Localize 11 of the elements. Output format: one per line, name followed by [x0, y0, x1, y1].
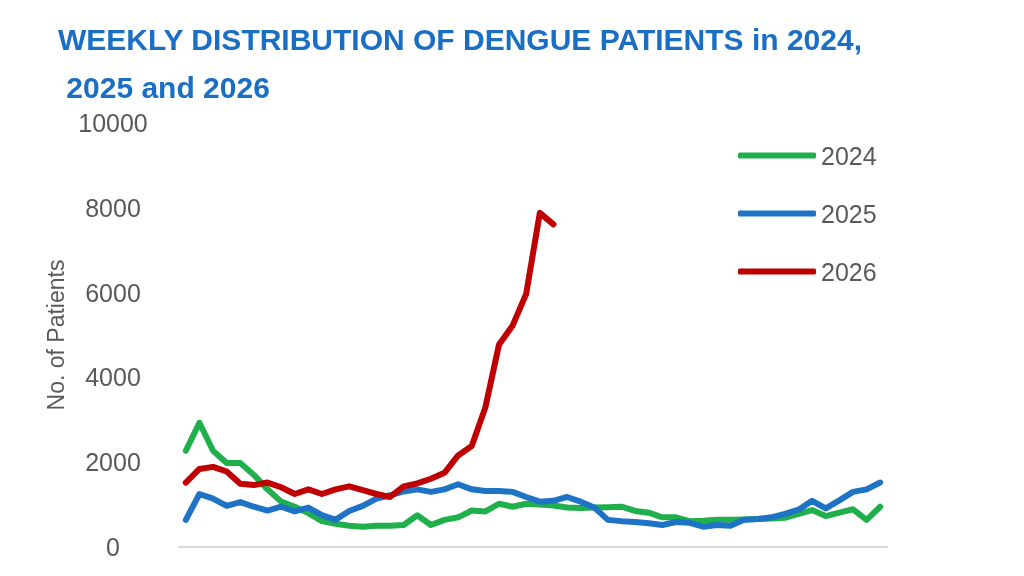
- y-axis-title: No. of Patients: [42, 259, 69, 411]
- legend-label: 2025: [821, 199, 877, 228]
- y-tick-label: 4000: [85, 363, 141, 392]
- legend-label: 2026: [821, 257, 877, 286]
- y-tick-label: 10000: [78, 109, 148, 137]
- y-tick-label: 0: [106, 533, 120, 561]
- y-tick-label: 2000: [85, 448, 141, 477]
- y-tick-label: 8000: [85, 193, 141, 222]
- legend-label: 2024: [821, 141, 877, 170]
- y-tick-label: 6000: [85, 278, 141, 307]
- chart-title: WEEKLY DISTRIBUTION OF DENGUE PATIENTS in 2024, 2025 and 2026: [58, 22, 863, 104]
